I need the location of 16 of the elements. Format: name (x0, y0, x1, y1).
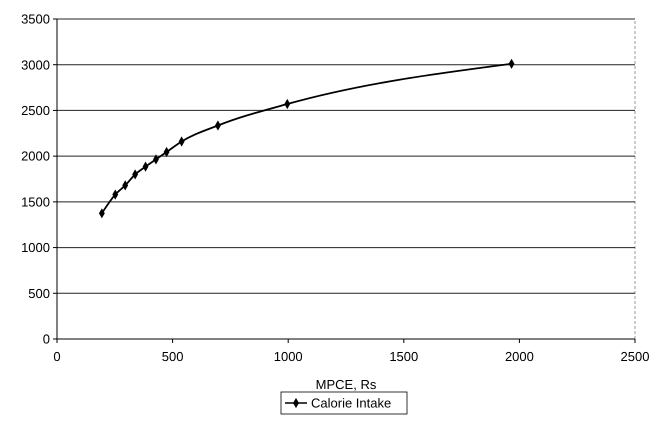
x-tick-label: 0 (53, 349, 61, 364)
legend-label: Calorie Intake (311, 396, 392, 411)
x-tick-label: 2500 (620, 349, 650, 364)
y-tick-label: 2000 (21, 148, 50, 164)
y-tick-label: 1000 (21, 240, 50, 256)
y-tick-label: 0 (42, 332, 50, 347)
y-tick-label: 3000 (21, 57, 50, 72)
y-tick-label: 1500 (21, 194, 50, 210)
y-tick-label: 2500 (21, 102, 50, 118)
x-tick-label: 500 (162, 349, 184, 364)
x-axis-title: MPCE, Rs (316, 377, 377, 392)
x-tick-label: 2000 (504, 349, 534, 364)
y-tick-label: 500 (28, 286, 50, 301)
x-tick-label: 1000 (274, 349, 303, 364)
x-tick-label: 1500 (389, 349, 418, 364)
y-tick-label: 3500 (21, 12, 50, 27)
